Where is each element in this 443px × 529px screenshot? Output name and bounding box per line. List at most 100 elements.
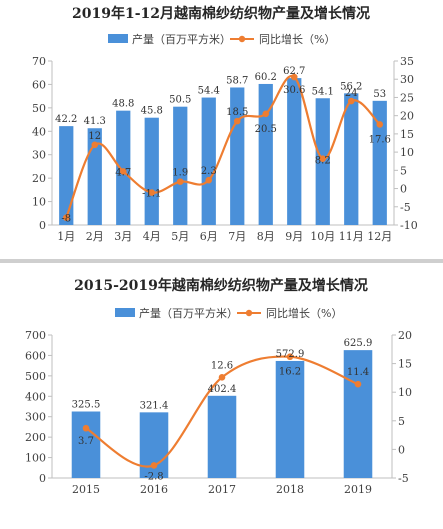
growth-value-label: 12 [88,131,101,142]
bar [230,87,245,225]
bar [372,100,387,225]
y-right-tick-label: 25 [400,91,414,104]
bar-value-label: 325.5 [72,400,101,411]
growth-point [91,141,99,149]
monthly-chart-panel: 2019年1-12月越南棉纱纺织物产量及增长情况产量（百万平方米） 同比增长（%）… [0,0,443,262]
growth-point [376,121,384,128]
growth-point [286,353,294,361]
x-tick-label: 12月 [367,230,392,243]
growth-point [354,380,362,388]
y-left-tick-label: 600 [25,349,46,362]
chart-title: 2019年1-12月越南棉纱纺织物产量及增长情况 [72,5,370,22]
bar [87,128,102,225]
y-left-tick-label: 70 [32,55,46,68]
growth-point [233,117,241,125]
growth-value-label: 8.2 [315,156,331,167]
y-right-tick-label: 15 [400,128,414,141]
growth-value-label: 30.6 [283,85,305,96]
bar-value-label: 54.1 [312,86,334,97]
growth-value-label: 3.7 [78,436,94,447]
legend-bar-label: 产量（百万平方米） [132,32,231,46]
legend-line-marker [245,309,253,317]
y-right-tick-label: 10 [398,386,412,399]
bar-value-label: 402.4 [208,384,237,395]
growth-line [65,75,381,219]
growth-value-label: 4.7 [115,167,131,178]
growth-point [148,189,156,196]
y-right-tick-label: -10 [400,219,418,232]
bar [59,126,74,225]
legend-bar-label: 产量（百万平方米） [139,306,238,320]
bar-value-label: 42.2 [55,114,77,125]
chart-title: 2015-2019年越南棉纱纺织物产量及增长情况 [74,277,368,294]
y-left-tick-label: 100 [25,452,46,465]
bar-value-label: 321.4 [140,400,169,411]
legend-bar-swatch [108,34,128,43]
growth-point [205,176,213,184]
growth-point [176,178,184,185]
growth-value-label: 18.5 [226,107,248,118]
bar-value-label: 56.2 [340,81,362,92]
x-tick-label: 9月 [285,230,303,243]
growth-point [82,424,90,432]
y-right-tick-label: 0 [400,183,407,196]
y-left-tick-label: 50 [32,102,46,115]
x-tick-label: 2016 [140,483,168,496]
legend-line-marker [238,35,246,43]
growth-value-label: -2.8 [144,471,163,482]
x-tick-label: 2017 [208,483,236,496]
x-tick-label: 2018 [276,483,304,496]
bar-value-label: 58.7 [226,75,248,86]
yearly-chart-panel: 2015-2019年越南棉纱纺织物产量及增长情况 产量（百万平方米） 同比增长（%）… [0,262,443,525]
x-tick-label: 2015 [72,483,100,496]
growth-value-label: 20.5 [255,124,277,135]
y-left-tick-label: 700 [25,329,46,342]
bar-value-label: 572.9 [276,349,305,360]
growth-value-label: 24 [345,88,358,99]
x-tick-label: 1月 [57,230,75,243]
y-left-tick-label: 0 [39,472,46,485]
x-tick-label: 5月 [171,230,189,243]
growth-point [319,155,327,162]
y-right-tick-label: -5 [398,472,409,485]
bar [116,110,131,225]
growth-point [62,214,70,222]
bar [173,106,188,225]
bar-value-label: 54.4 [198,86,220,97]
y-left-tick-label: 300 [25,411,46,424]
bar-value-label: 41.3 [84,116,106,127]
y-left-tick-label: 500 [25,370,46,383]
growth-point [347,97,355,105]
x-tick-label: 4月 [143,230,161,243]
bar [275,360,305,478]
growth-point [119,168,127,175]
growth-point [290,73,298,81]
bar-value-label: 48.8 [112,99,134,110]
y-right-tick-label: -5 [400,201,411,214]
growth-point [150,462,158,469]
y-right-tick-label: 20 [400,110,414,123]
bar [207,395,237,478]
y-right-tick-label: 5 [400,164,407,177]
bar [258,83,273,226]
bar [71,411,101,478]
x-tick-label: 10月 [310,230,335,243]
bar-value-label: 45.8 [141,106,163,117]
bar-value-label: 62.7 [283,66,305,77]
y-right-tick-label: 5 [398,415,405,428]
y-right-tick-label: 35 [400,55,414,68]
growth-point [218,374,226,381]
bar [287,78,302,225]
panel-divider [0,259,443,263]
x-tick-label: 6月 [200,230,218,243]
bar-value-label: 53 [373,89,386,100]
x-tick-label: 2019 [344,483,372,496]
x-tick-label: 11月 [339,230,364,243]
growth-value-label: -8 [61,214,71,225]
growth-value-label: 11.4 [347,367,369,378]
legend-line-label: 同比增长（%） [259,32,335,46]
y-right-tick-label: 10 [400,146,414,159]
y-left-tick-label: 400 [25,390,46,403]
